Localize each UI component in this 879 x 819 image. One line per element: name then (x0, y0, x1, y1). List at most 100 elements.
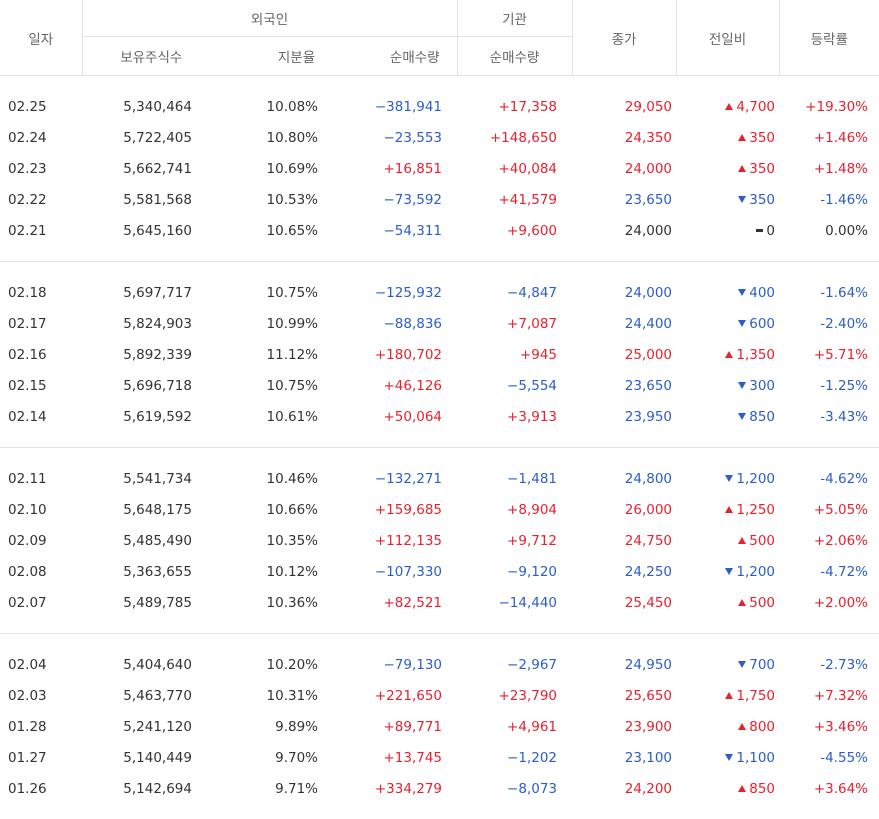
foreign-net-cell: +159,685 (373, 494, 457, 525)
holdings-cell: 5,142,694 (82, 773, 220, 804)
institution-net: −9,120 (507, 564, 557, 580)
spacer-cell (0, 618, 879, 634)
foreign-net: +50,064 (383, 409, 442, 425)
rate-cell: -4.72% (779, 556, 879, 587)
ratio: 9.71% (275, 781, 318, 797)
date-cell: 02.21 (0, 215, 82, 246)
close: 24,400 (625, 316, 672, 332)
holdings: 5,581,568 (123, 192, 192, 208)
ratio-cell: 10.75% (220, 370, 373, 401)
close-cell: 25,450 (572, 587, 676, 618)
spacer-cell (0, 804, 879, 819)
institution-net: +7,087 (507, 316, 557, 332)
ratio: 10.99% (267, 316, 318, 332)
header-foreign: 외국인 (82, 0, 457, 37)
ratio-cell: 9.71% (220, 773, 373, 804)
close-cell: 23,950 (572, 401, 676, 432)
header-institution-net: 순매수량 (457, 37, 572, 76)
change: 1,100 (736, 750, 775, 766)
ratio-cell: 10.53% (220, 184, 373, 215)
date-cell: 02.22 (0, 184, 82, 215)
foreign-net-cell: −54,311 (373, 215, 457, 246)
ratio-cell: 10.75% (220, 277, 373, 308)
close: 24,950 (625, 657, 672, 673)
close: 24,000 (625, 161, 672, 177)
foreign-net-cell: +180,702 (373, 339, 457, 370)
institution-net: +8,904 (507, 502, 557, 518)
ratio-cell: 10.20% (220, 649, 373, 680)
institution-net-cell: −8,073 (457, 773, 572, 804)
header-foreign-net: 순매수량 (373, 37, 457, 76)
holdings: 5,241,120 (123, 719, 192, 735)
institution-net-cell: +3,913 (457, 401, 572, 432)
date: 02.23 (8, 161, 47, 177)
rate-cell: -3.43% (779, 401, 879, 432)
close-cell: 24,000 (572, 153, 676, 184)
close: 23,650 (625, 192, 672, 208)
close: 24,350 (625, 130, 672, 146)
institution-net-cell: −14,440 (457, 587, 572, 618)
change-icon (738, 382, 746, 389)
foreign-net: −73,592 (383, 192, 442, 208)
header-close: 종가 (572, 0, 676, 76)
date: 02.16 (8, 347, 47, 363)
change: 1,350 (736, 347, 775, 363)
header-date: 일자 (0, 0, 82, 76)
spacer (0, 804, 879, 819)
ratio: 11.12% (267, 347, 318, 363)
change-cell: 1,200 (676, 463, 779, 494)
holdings: 5,541,734 (123, 471, 192, 487)
change-icon (725, 351, 733, 358)
close-cell: 24,000 (572, 215, 676, 246)
date: 01.28 (8, 719, 47, 735)
foreign-net: +89,771 (383, 719, 442, 735)
ratio: 10.35% (267, 533, 318, 549)
change: 0 (766, 223, 775, 239)
rate-cell: +5.71% (779, 339, 879, 370)
change-icon (738, 165, 746, 172)
change: 850 (749, 781, 775, 797)
holdings-cell: 5,485,490 (82, 525, 220, 556)
rate: -4.55% (820, 750, 868, 766)
date: 02.17 (8, 316, 47, 332)
foreign-net: +221,650 (375, 688, 442, 704)
close-cell: 23,900 (572, 711, 676, 742)
foreign-net-cell: +89,771 (373, 711, 457, 742)
close-cell: 23,650 (572, 184, 676, 215)
change-cell: 0 (676, 215, 779, 246)
holdings: 5,648,175 (123, 502, 192, 518)
ratio-cell: 10.66% (220, 494, 373, 525)
date-cell: 02.07 (0, 587, 82, 618)
change: 4,700 (736, 99, 775, 115)
holdings-cell: 5,541,734 (82, 463, 220, 494)
ratio: 10.46% (267, 471, 318, 487)
change-icon (738, 289, 746, 296)
institution-net: +945 (520, 347, 557, 363)
header-institution: 기관 (457, 0, 572, 37)
ratio-cell: 10.08% (220, 91, 373, 122)
header-rate: 등락률 (779, 0, 879, 76)
close: 24,200 (625, 781, 672, 797)
spacer (0, 618, 879, 634)
ratio-cell: 9.70% (220, 742, 373, 773)
holdings-cell: 5,363,655 (82, 556, 220, 587)
institution-net-cell: −1,202 (457, 742, 572, 773)
spacer-cell (0, 262, 879, 278)
holdings: 5,140,449 (123, 750, 192, 766)
change: 1,200 (736, 564, 775, 580)
holdings-cell: 5,696,718 (82, 370, 220, 401)
rate-cell: +7.32% (779, 680, 879, 711)
change-cell: 700 (676, 649, 779, 680)
ratio: 10.61% (267, 409, 318, 425)
close-cell: 24,800 (572, 463, 676, 494)
date: 02.22 (8, 192, 47, 208)
foreign-net: −54,311 (383, 223, 442, 239)
foreign-net-cell: −79,130 (373, 649, 457, 680)
foreign-net: −107,330 (375, 564, 442, 580)
